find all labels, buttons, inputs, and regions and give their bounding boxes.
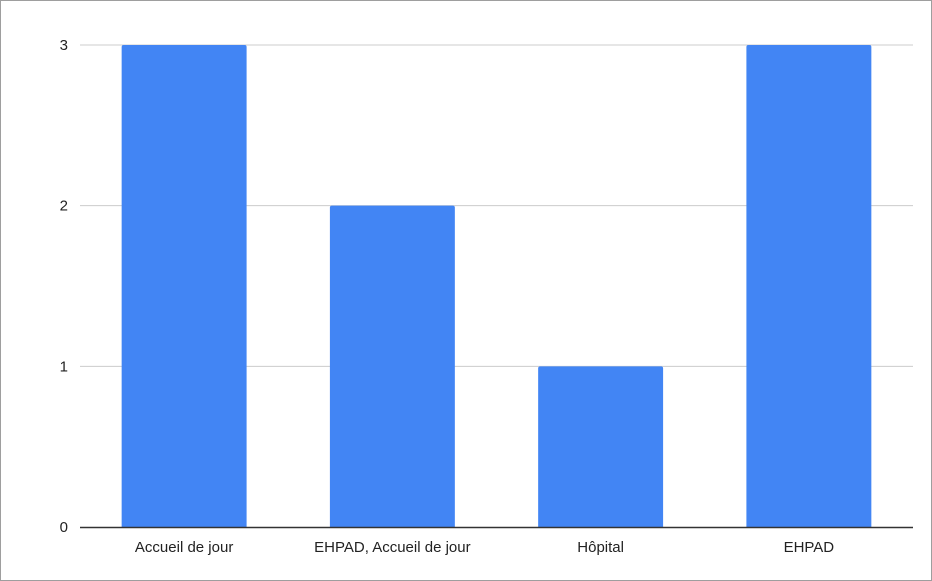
bar-3 [538, 366, 663, 527]
x-tick-label: Accueil de jour [135, 539, 233, 556]
x-tick-label: EHPAD [784, 539, 835, 556]
y-tick-label: 2 [60, 198, 68, 215]
y-axis-ticks: 0 1 2 3 [60, 37, 68, 536]
bar-1 [122, 45, 247, 527]
y-tick-label: 1 [60, 358, 68, 375]
x-tick-label: Hôpital [577, 539, 624, 556]
bar-2 [330, 206, 455, 527]
x-axis-ticks: Accueil de jour EHPAD, Accueil de jour Hôp… [135, 539, 834, 556]
x-tick-label: EHPAD, Accueil de jour [314, 539, 470, 556]
bar-4 [746, 45, 871, 527]
bars [122, 45, 872, 527]
y-tick-label: 0 [60, 519, 68, 536]
y-tick-label: 3 [60, 37, 68, 54]
